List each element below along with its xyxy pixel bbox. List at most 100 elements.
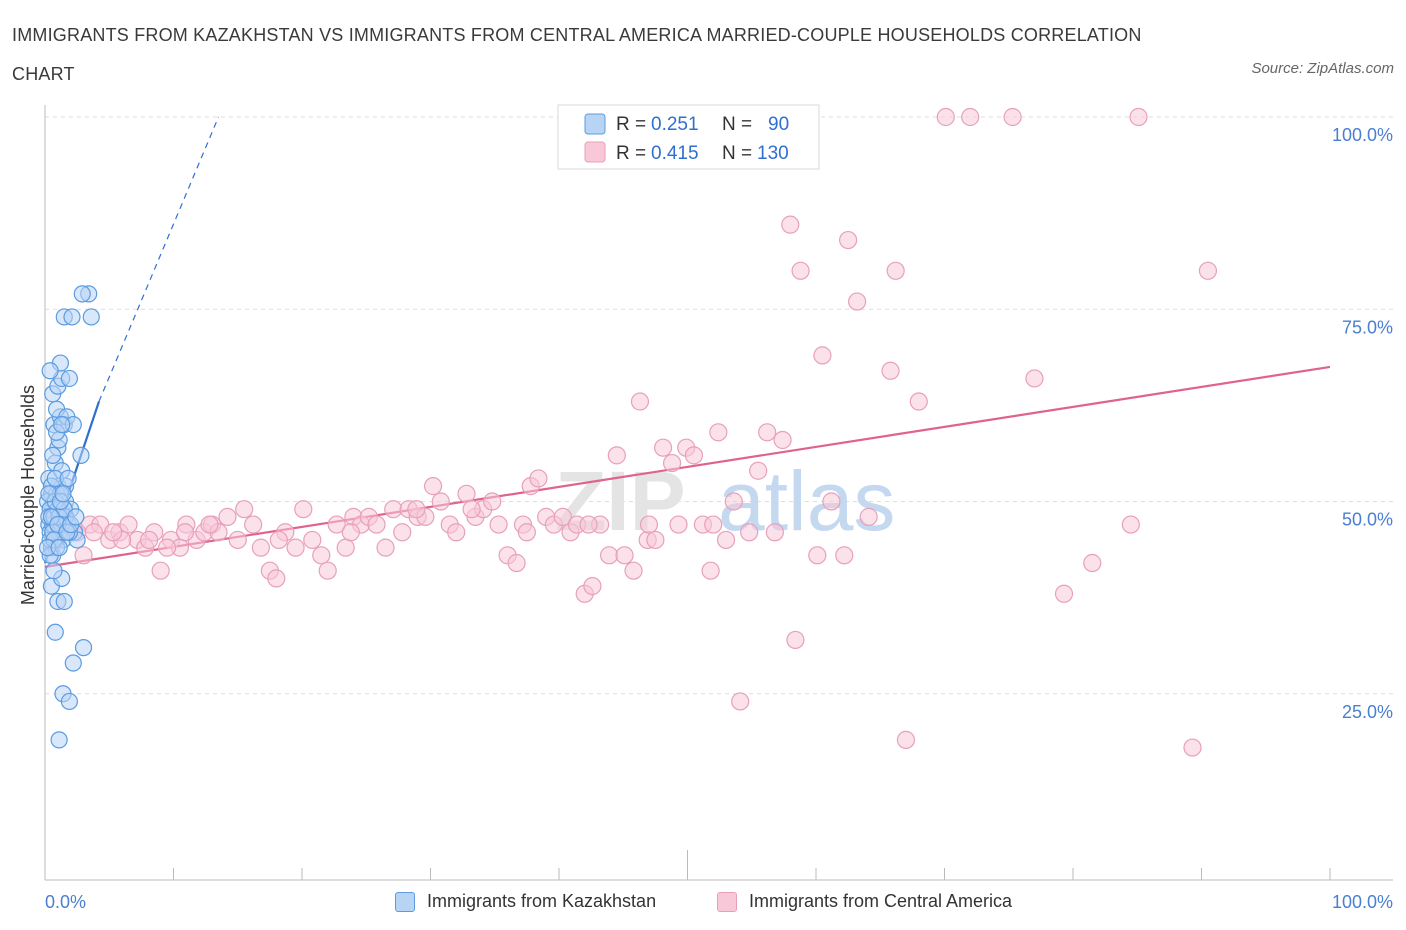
x-tick-label: 100.0% [1332,892,1393,912]
stats-legend: R = 0.251 N = 90 R = 0.415 N = 130 [557,104,820,170]
data-point-central-america [84,523,103,542]
data-point-central-america [773,430,792,450]
legend-label-central-america: Immigrants from Central America [749,891,1013,911]
data-point-kazakhstan [72,446,90,464]
legend-swatch-blue [395,891,415,912]
data-point-central-america [704,515,723,534]
data-point-central-america [462,500,481,519]
data-point-central-america [630,392,650,411]
data-point-central-america [624,561,643,580]
data-point-central-america [151,561,170,580]
data-point-central-america [294,500,313,519]
stats-n-label-pink: N = [722,143,752,164]
data-point-kazakhstan [53,416,71,434]
trend-extension-kazakhstan [98,116,220,402]
data-point-kazakhstan [41,362,59,380]
data-point-central-america [961,107,980,127]
data-point-central-america [384,500,403,519]
data-point-central-america [808,546,827,565]
data-point-central-america [104,523,123,542]
data-point-central-america [839,230,858,250]
data-point-central-america [579,515,598,534]
trend-lines [43,116,1331,568]
data-point-kazakhstan [44,446,62,464]
data-point-central-america [886,261,905,280]
data-point-kazakhstan [67,508,85,526]
source-label: Source: ZipAtlas.com [1251,60,1394,77]
data-point-central-america [457,484,476,503]
data-point-central-america [1003,107,1022,127]
y-tick-label: 75.0% [1342,317,1393,337]
data-point-central-america [376,538,395,557]
data-point-central-america [447,523,466,542]
data-point-central-america [1198,261,1218,280]
y-tick-label: 25.0% [1342,702,1393,722]
data-point-central-america [701,561,720,580]
stats-r-value-blue: 0.251 [651,114,699,135]
series-kazakhstan-points [38,285,100,749]
data-point-central-america [639,515,659,534]
data-point-central-america [336,538,355,557]
data-point-central-america [859,507,878,526]
data-point-kazakhstan [82,308,100,326]
data-point-central-america [318,561,337,580]
legend-label-kazakhstan: Immigrants from Kazakhstan [427,891,657,911]
data-point-central-america [936,107,955,127]
data-point-central-america [393,523,412,542]
data-point-central-america [175,523,195,542]
data-point-kazakhstan [50,731,68,749]
y-tick-label: 50.0% [1342,510,1393,530]
stats-swatch-pink [584,141,606,163]
data-point-central-america [848,292,867,311]
data-point-kazakhstan [73,285,91,303]
data-point-kazakhstan [50,539,68,557]
trend-line-central-america [44,365,1331,568]
data-point-central-america [507,553,526,573]
legend-item-kazakhstan: Immigrants from Kazakhstan [395,891,656,912]
data-point-central-america [303,530,322,550]
data-point-kazakhstan [54,485,72,503]
data-point-central-america [791,261,810,280]
data-point-central-america [583,576,602,596]
data-point-central-america [218,507,237,526]
data-point-central-america [881,361,900,380]
data-point-central-america [228,530,247,550]
data-point-central-america [1121,515,1140,534]
data-point-central-america [662,453,682,473]
data-point-central-america [157,538,177,557]
data-point-central-america [269,530,288,550]
data-point-central-america [740,523,759,542]
data-point-kazakhstan [45,562,63,580]
data-point-central-america [553,507,572,526]
data-point-central-america [367,515,386,534]
data-point-central-america [669,515,688,534]
stats-r-label-pink: R = [616,143,646,164]
stats-swatch-blue [584,113,606,135]
data-point-central-america [724,492,743,511]
data-point-central-america [607,446,626,465]
data-point-central-america [1183,738,1202,757]
data-point-kazakhstan [63,308,81,326]
y-tick-label: 100.0% [1332,125,1393,145]
legend-item-central-america: Immigrants from Central America [717,891,1012,912]
data-point-kazakhstan [55,592,73,611]
data-point-kazakhstan [59,469,77,488]
data-point-central-america [251,538,270,557]
data-point-kazakhstan [60,692,79,711]
data-point-central-america [483,492,502,511]
stats-r-label-blue: R = [616,114,646,135]
data-point-kazakhstan [64,654,82,672]
stats-n-value-pink: 130 [757,143,789,164]
data-point-kazakhstan [60,369,79,388]
data-point-central-america [312,546,331,565]
data-point-central-america [758,423,777,442]
stats-r-value-pink: 0.415 [651,143,699,164]
data-point-kazakhstan [46,623,64,641]
data-point-central-america [235,500,254,519]
data-point-central-america [139,530,159,550]
data-point-central-america [200,515,219,534]
grid-lines [45,116,1393,695]
data-point-central-america [749,461,768,480]
data-point-central-america [489,515,508,534]
